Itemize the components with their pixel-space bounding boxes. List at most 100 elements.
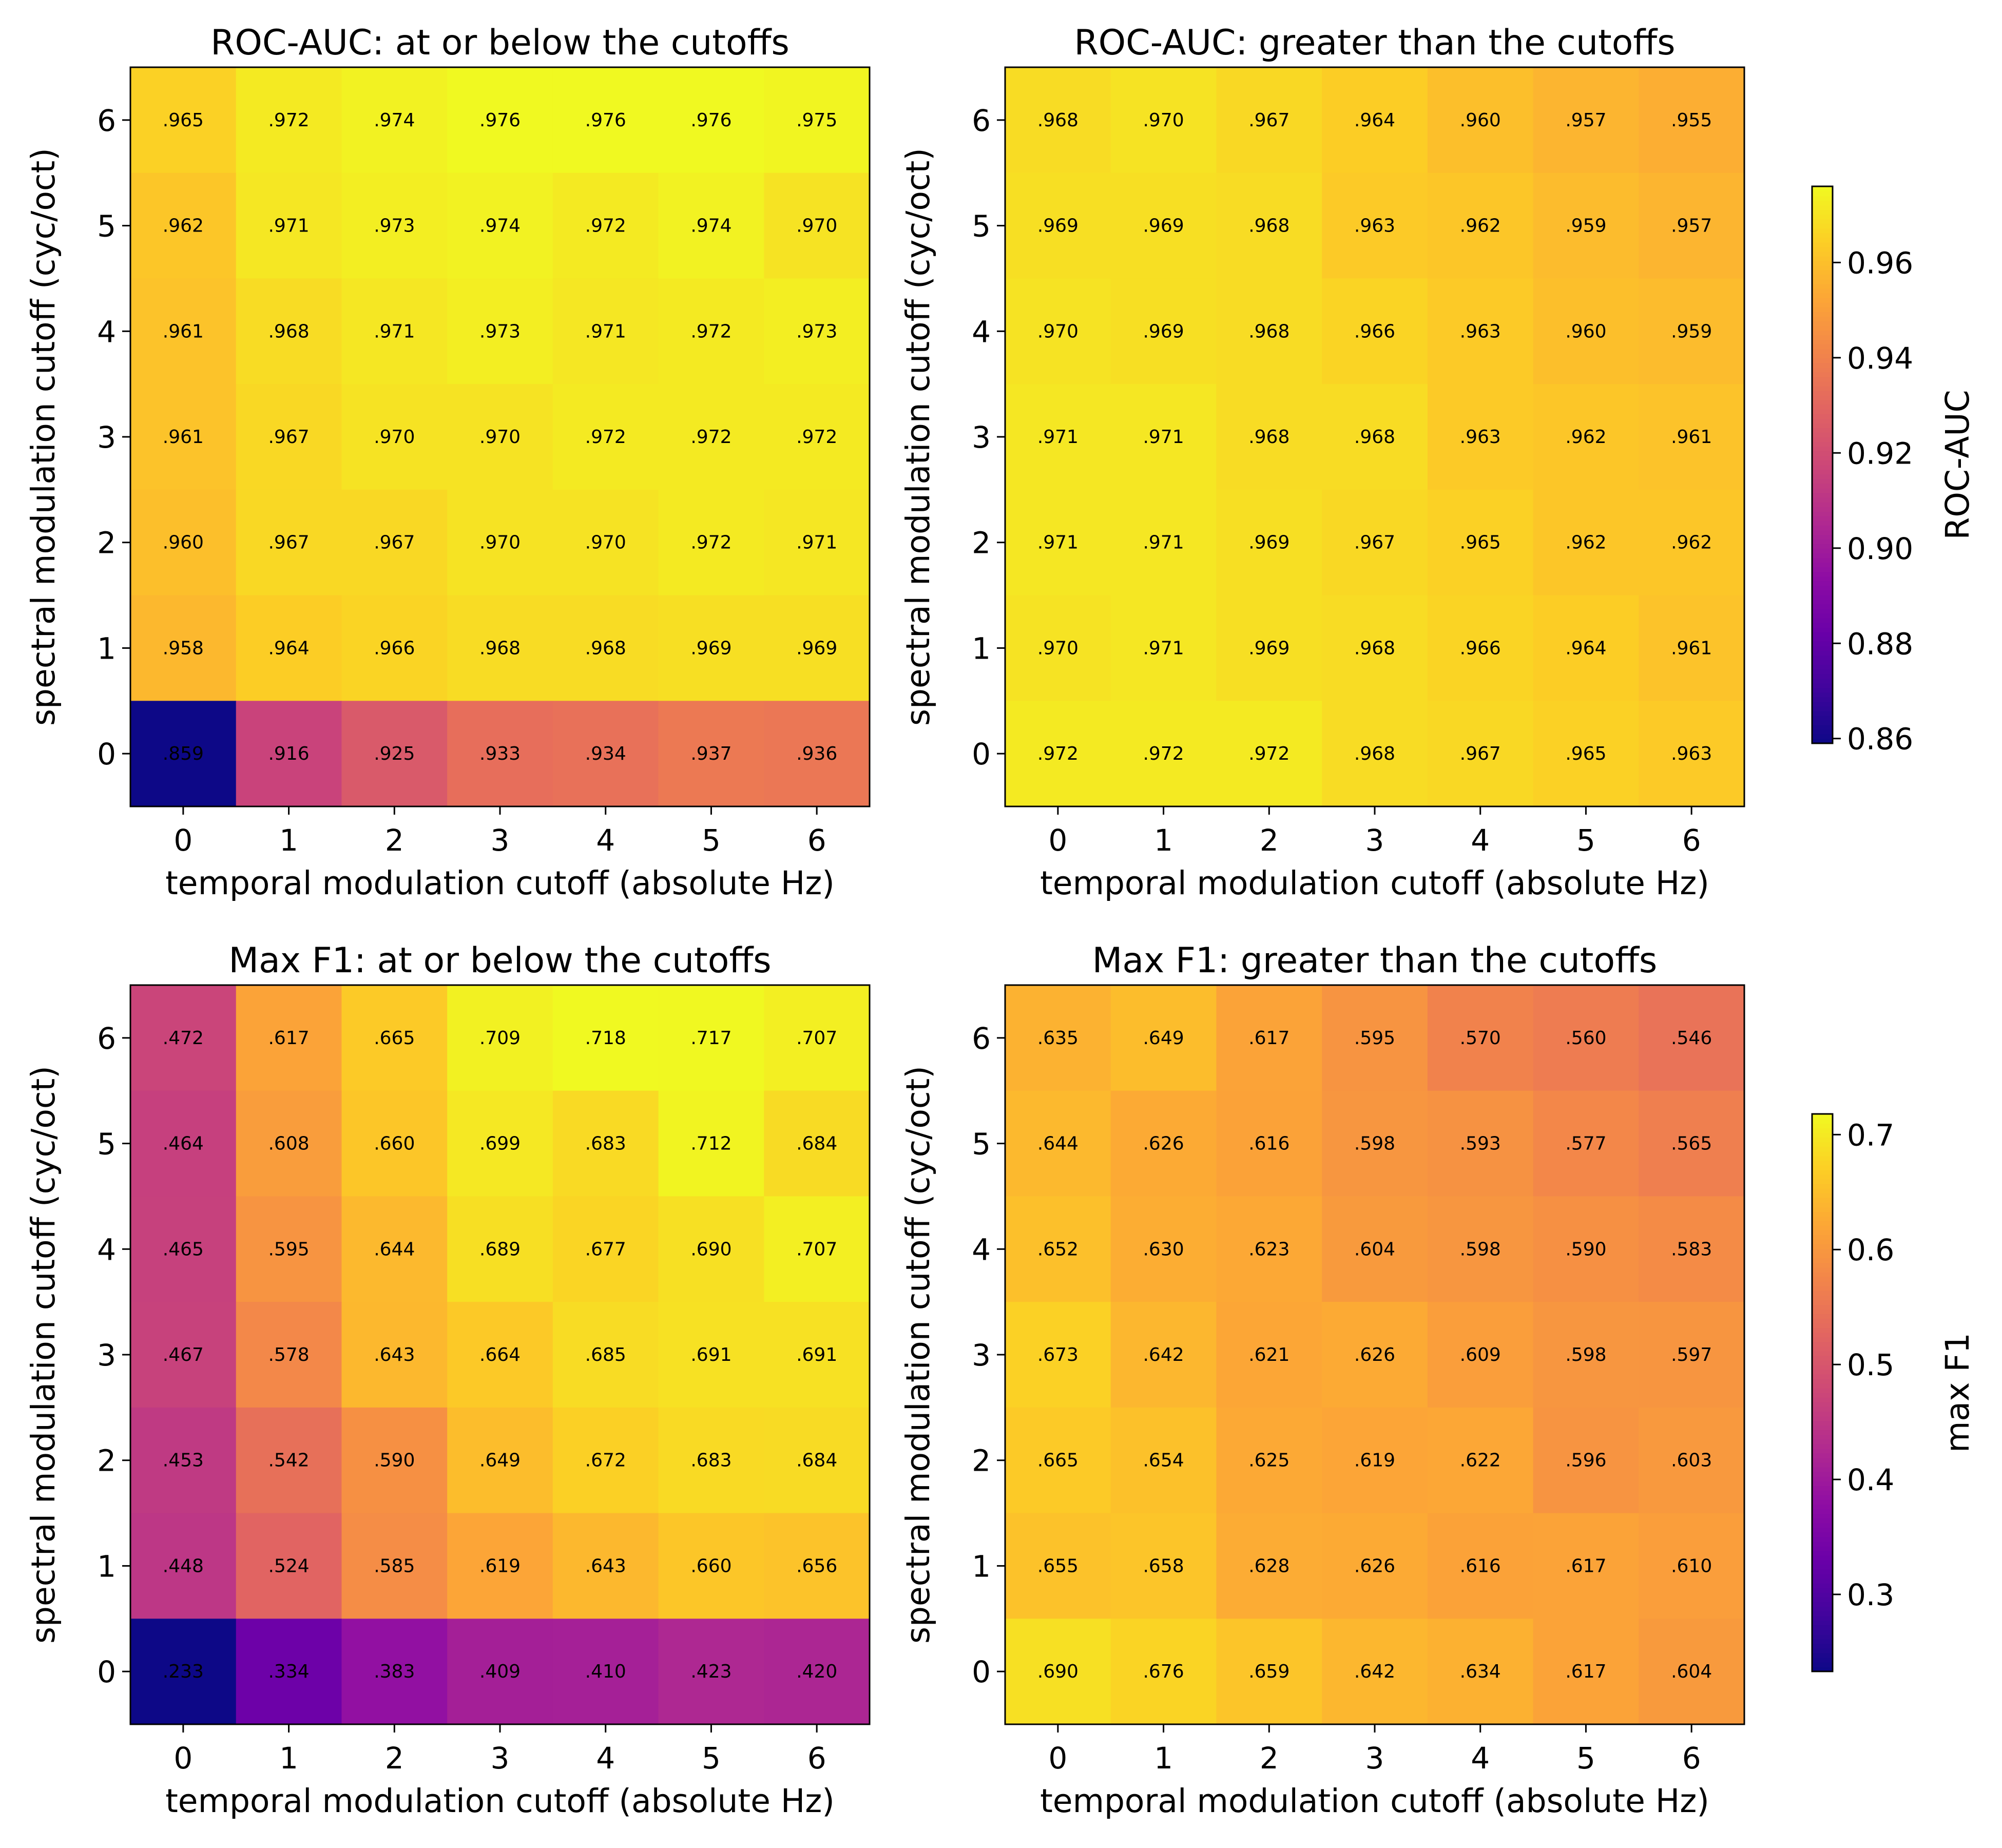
colorbar-segment xyxy=(1812,414,1833,419)
colorbar-segment xyxy=(1812,1295,1833,1300)
colorbar-segment xyxy=(1812,1314,1833,1319)
cell-value-label: .972 xyxy=(585,216,626,237)
heatmap-cell xyxy=(1110,1619,1217,1725)
heatmap-cell xyxy=(1533,1513,1639,1619)
cell-value-label: .718 xyxy=(585,1028,626,1049)
heatmap-cell xyxy=(341,1619,448,1725)
colorbar-segment xyxy=(1812,1555,1833,1561)
colorbar-segment xyxy=(1812,738,1833,744)
colorbar-segment xyxy=(1812,1546,1833,1551)
cell-value-label: .690 xyxy=(1037,1661,1079,1682)
colorbar-label: max F1 xyxy=(1939,1333,1976,1453)
cell-value-label: .937 xyxy=(690,743,732,764)
colorbar-segment xyxy=(1812,1132,1833,1138)
y-tick-label: 1 xyxy=(972,1549,991,1584)
colorbar-segment xyxy=(1812,1439,1833,1445)
x-tick-label: 5 xyxy=(702,1741,721,1776)
heatmap-cell xyxy=(130,701,237,807)
cell-value-label: .962 xyxy=(1565,532,1606,553)
heatmap-cell xyxy=(130,172,237,279)
heatmap-cell xyxy=(1216,489,1322,596)
cell-value-label: .603 xyxy=(1671,1450,1712,1471)
y-tick-label: 3 xyxy=(972,420,991,455)
heatmap-cell xyxy=(552,489,659,596)
heatmap-cell xyxy=(447,384,553,490)
cell-value-label: .619 xyxy=(1354,1450,1395,1471)
heatmap-cell xyxy=(1005,1196,1111,1302)
cell-value-label: .689 xyxy=(479,1239,521,1260)
cell-value-label: .968 xyxy=(1354,427,1395,448)
colorbar-segment xyxy=(1812,1244,1833,1249)
cell-value-label: .934 xyxy=(585,743,626,764)
colorbar-segment xyxy=(1812,1290,1833,1296)
x-tick-label: 6 xyxy=(807,1741,826,1776)
heatmap-cell xyxy=(1110,595,1217,701)
heatmap-cell xyxy=(1322,1302,1428,1408)
colorbar-segment xyxy=(1812,1225,1833,1231)
cell-value-label: .961 xyxy=(1671,427,1712,448)
heatmap-cell xyxy=(447,1302,553,1408)
cell-value-label: .970 xyxy=(796,216,837,237)
heatmap-cell xyxy=(1533,1196,1639,1302)
heatmap-cell xyxy=(1216,985,1322,1091)
x-tick-label: 1 xyxy=(279,1741,298,1776)
colorbar-segment xyxy=(1812,1523,1833,1528)
y-tick-label: 1 xyxy=(97,1549,116,1584)
cell-value-label: .598 xyxy=(1565,1344,1606,1365)
heatmap-cell xyxy=(1533,1619,1639,1725)
heatmap-cell xyxy=(447,1196,553,1302)
x-tick-label: 0 xyxy=(1048,1741,1067,1776)
heatmap-cell xyxy=(1427,1619,1534,1725)
colorbar-segment xyxy=(1812,381,1833,387)
colorbar-segment xyxy=(1812,1374,1833,1379)
y-tick-label: 0 xyxy=(97,1654,116,1689)
cell-value-label: .423 xyxy=(690,1661,732,1682)
colorbar-segment xyxy=(1812,673,1833,679)
colorbar-segment xyxy=(1812,1123,1833,1128)
cell-value-label: .967 xyxy=(268,532,309,553)
colorbar-segment xyxy=(1812,1146,1833,1152)
colorbar-segment xyxy=(1812,1629,1833,1635)
cell-value-label: .619 xyxy=(479,1555,521,1576)
heatmap-cell xyxy=(236,1513,342,1619)
colorbar-segment xyxy=(1812,1248,1833,1254)
cell-value-label: .969 xyxy=(1248,532,1289,553)
heatmap-cell xyxy=(236,985,342,1091)
cell-value-label: .598 xyxy=(1460,1239,1501,1260)
cell-value-label: .664 xyxy=(479,1344,521,1365)
heatmap-cell xyxy=(1427,1513,1534,1619)
heatmap-cell xyxy=(1322,1513,1428,1619)
heatmap-cell xyxy=(447,701,553,807)
colorbar-segment xyxy=(1812,409,1833,414)
y-tick-label: 5 xyxy=(97,1127,116,1162)
chart-title: ROC-AUC: greater than the cutoffs xyxy=(1074,23,1675,63)
colorbar-segment xyxy=(1812,1639,1833,1644)
colorbar-segment xyxy=(1812,581,1833,586)
colorbar-segment xyxy=(1812,1532,1833,1537)
heatmap-cell xyxy=(236,701,342,807)
heatmap-cell xyxy=(1005,1090,1111,1197)
colorbar-segment xyxy=(1812,599,1833,605)
heatmap-cell xyxy=(764,985,870,1091)
colorbar-segment xyxy=(1812,191,1833,196)
cell-value-label: .969 xyxy=(1143,321,1184,342)
heatmap-cell xyxy=(1639,489,1745,596)
colorbar-segment xyxy=(1812,521,1833,526)
cell-value-label: .970 xyxy=(585,532,626,553)
cell-value-label: .334 xyxy=(268,1661,309,1682)
heatmap-cell xyxy=(1216,701,1322,807)
cell-value-label: .958 xyxy=(163,638,204,659)
heatmap-cell xyxy=(1427,1407,1534,1514)
cell-value-label: .972 xyxy=(690,321,732,342)
cell-value-label: .916 xyxy=(268,743,309,764)
cell-value-label: .577 xyxy=(1565,1133,1606,1154)
colorbar-segment xyxy=(1812,1360,1833,1365)
colorbar-segment xyxy=(1812,399,1833,405)
cell-value-label: .972 xyxy=(268,110,309,131)
cell-value-label: .972 xyxy=(585,427,626,448)
cell-value-label: .933 xyxy=(479,743,521,764)
heatmap-cell xyxy=(658,1090,764,1197)
heatmap-cell xyxy=(1427,384,1534,490)
colorbar-segment xyxy=(1812,553,1833,559)
colorbar-segment xyxy=(1812,1114,1833,1119)
